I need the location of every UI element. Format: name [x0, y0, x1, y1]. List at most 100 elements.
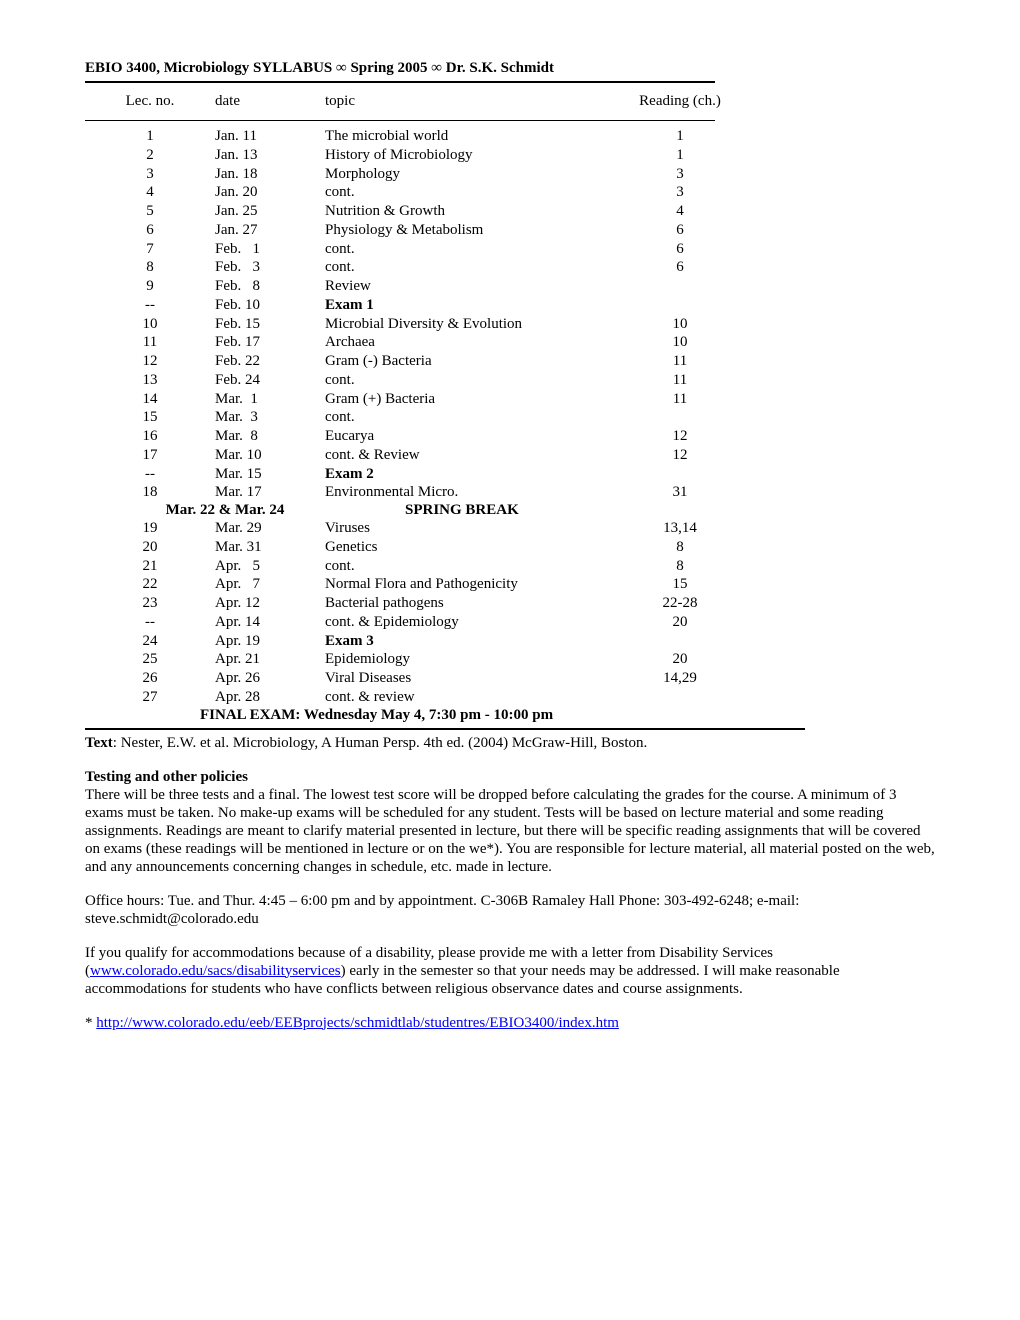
cell-lec: 24	[85, 632, 215, 651]
cell-lec: 15	[85, 408, 215, 427]
cell-topic: The microbial world	[325, 127, 630, 146]
table-row: 1Jan. 11The microbial world1	[85, 127, 805, 146]
cell-date: Mar. 1	[215, 390, 325, 409]
cell-lec: 9	[85, 277, 215, 296]
cell-topic: cont.	[325, 557, 630, 576]
cell-reading: 11	[630, 371, 730, 390]
cell-date: Feb. 15	[215, 315, 325, 334]
cell-topic: cont.	[325, 240, 630, 259]
table-body-1: 1Jan. 11The microbial world12Jan. 13Hist…	[85, 127, 805, 502]
cell-topic: Genetics	[325, 538, 630, 557]
cell-topic: Archaea	[325, 333, 630, 352]
cell-lec: 22	[85, 575, 215, 594]
cell-topic: cont.	[325, 258, 630, 277]
table-row: 13Feb. 24cont.11	[85, 371, 805, 390]
cell-lec: --	[85, 613, 215, 632]
cell-reading: 10	[630, 315, 730, 334]
table-row: 9Feb. 8Review	[85, 277, 805, 296]
cell-topic: Gram (+) Bacteria	[325, 390, 630, 409]
table-row: 12Feb. 22Gram (-) Bacteria11	[85, 352, 805, 371]
cell-date: Apr. 26	[215, 669, 325, 688]
cell-topic: Viral Diseases	[325, 669, 630, 688]
cell-lec: 8	[85, 258, 215, 277]
divider-under-header	[85, 120, 715, 121]
cell-lec: 26	[85, 669, 215, 688]
table-row: 17Mar. 10cont. & Review12	[85, 446, 805, 465]
cell-date: Jan. 18	[215, 165, 325, 184]
cell-reading: 31	[630, 483, 730, 502]
cell-reading: 15	[630, 575, 730, 594]
table-row: 23Apr. 12Bacterial pathogens22-28	[85, 594, 805, 613]
policies-body: There will be three tests and a final. T…	[85, 787, 935, 875]
cell-lec: 14	[85, 390, 215, 409]
cell-date: Apr. 19	[215, 632, 325, 651]
cell-topic: Bacterial pathogens	[325, 594, 630, 613]
table-row: 7Feb. 1cont.6	[85, 240, 805, 259]
cell-reading: 3	[630, 183, 730, 202]
table-body-2: 19Mar. 29Viruses13,1420Mar. 31Genetics8 2…	[85, 519, 805, 707]
cell-lec: 25	[85, 650, 215, 669]
divider-top	[85, 81, 715, 83]
textbook-label: Text	[85, 735, 113, 751]
policies-heading: Testing and other policies	[85, 769, 248, 785]
cell-date: Mar. 29	[215, 519, 325, 538]
cell-date: Apr. 5	[215, 557, 325, 576]
cell-topic: cont. & Review	[325, 446, 630, 465]
divider-bottom	[85, 728, 805, 730]
policies-block: Testing and other policies There will be…	[85, 768, 935, 876]
table-row: --Feb. 10Exam 1	[85, 296, 805, 315]
textbook-line: Text: Nester, E.W. et al. Microbiology, …	[85, 734, 935, 752]
cell-topic: History of Microbiology	[325, 146, 630, 165]
table-row: 18Mar. 17Environmental Micro.31	[85, 483, 805, 502]
cell-date: Apr. 12	[215, 594, 325, 613]
cell-reading: 6	[630, 240, 730, 259]
table-header-row: Lec. no. date topic Reading (ch.)	[85, 85, 805, 120]
cell-lec: 11	[85, 333, 215, 352]
cell-lec: 10	[85, 315, 215, 334]
cell-topic: Exam 3	[325, 632, 630, 651]
cell-reading: 11	[630, 390, 730, 409]
schedule-table: Lec. no. date topic Reading (ch.) 1Jan. …	[85, 85, 805, 724]
cell-date: Mar. 3	[215, 408, 325, 427]
cell-reading: 12	[630, 446, 730, 465]
footnote-link[interactable]: http://www.colorado.edu/eeb/EEBprojects/…	[96, 1015, 619, 1031]
cell-topic: Exam 1	[325, 296, 630, 315]
table-row: 16Mar. 8Eucarya12	[85, 427, 805, 446]
cell-topic: Microbial Diversity & Evolution	[325, 315, 630, 334]
table-row: 10Feb. 15Microbial Diversity & Evolution…	[85, 315, 805, 334]
cell-reading: 8	[630, 557, 730, 576]
syllabus-title: EBIO 3400, Microbiology SYLLABUS ∞ Sprin…	[85, 60, 935, 77]
cell-lec: 2	[85, 146, 215, 165]
cell-lec: 3	[85, 165, 215, 184]
table-row: 20Mar. 31Genetics8	[85, 538, 805, 557]
cell-topic: cont.	[325, 183, 630, 202]
cell-lec: 13	[85, 371, 215, 390]
cell-topic: Viruses	[325, 519, 630, 538]
table-row: 4Jan. 20cont.3	[85, 183, 805, 202]
cell-lec: 12	[85, 352, 215, 371]
office-hours: Office hours: Tue. and Thur. 4:45 – 6:00…	[85, 892, 935, 928]
cell-topic: Eucarya	[325, 427, 630, 446]
body-text-section: Text: Nester, E.W. et al. Microbiology, …	[85, 734, 935, 1032]
cell-lec: 7	[85, 240, 215, 259]
table-row: 24Apr. 19Exam 3	[85, 632, 805, 651]
header-topic: topic	[325, 93, 630, 110]
cell-date: Mar. 8	[215, 427, 325, 446]
cell-date: Jan. 13	[215, 146, 325, 165]
cell-reading: 1	[630, 127, 730, 146]
cell-lec: 1	[85, 127, 215, 146]
cell-date: Apr. 21	[215, 650, 325, 669]
cell-lec: 6	[85, 221, 215, 240]
cell-date: Feb. 1	[215, 240, 325, 259]
cell-date: Jan. 27	[215, 221, 325, 240]
final-exam-row: FINAL EXAM: Wednesday May 4, 7:30 pm - 1…	[85, 707, 805, 724]
cell-topic: Epidemiology	[325, 650, 630, 669]
cell-date: Mar. 31	[215, 538, 325, 557]
cell-topic: cont. & Epidemiology	[325, 613, 630, 632]
table-row: 25Apr. 21Epidemiology20	[85, 650, 805, 669]
table-row: 19Mar. 29Viruses13,14	[85, 519, 805, 538]
disability-link[interactable]: www.colorado.edu/sacs/disabilityservices	[90, 963, 341, 979]
cell-reading: 14,29	[630, 669, 730, 688]
cell-date: Jan. 11	[215, 127, 325, 146]
cell-date: Jan. 20	[215, 183, 325, 202]
